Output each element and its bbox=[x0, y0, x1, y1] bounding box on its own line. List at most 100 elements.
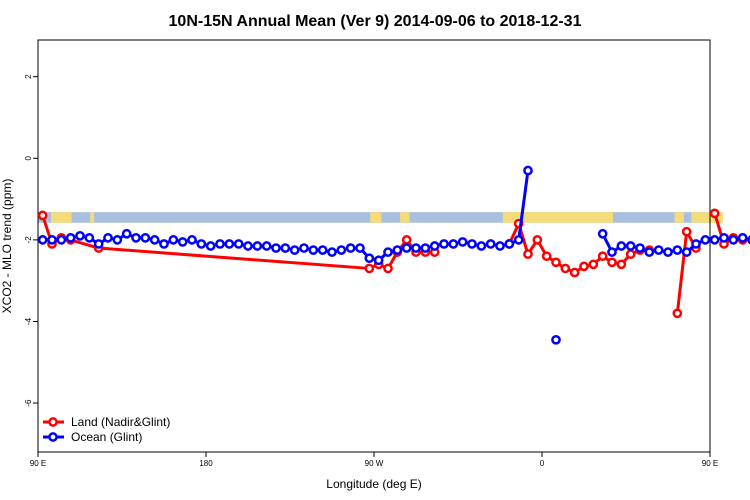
ocean-data-point bbox=[280, 243, 291, 253]
ocean-data-point bbox=[719, 232, 729, 243]
ocean-data-point bbox=[420, 243, 431, 253]
ocean-data-point bbox=[299, 243, 309, 253]
y-tick-label: -6 bbox=[24, 399, 33, 407]
ocean-data-point bbox=[121, 228, 132, 239]
ocean-data-point bbox=[103, 232, 113, 243]
ocean-data-point bbox=[467, 239, 477, 249]
legend-land-label: Land (Nadir&Glint) bbox=[71, 415, 170, 429]
y-tick-label: 2 bbox=[24, 74, 33, 79]
ocean-data-point bbox=[224, 239, 235, 249]
y-tick-label: 0 bbox=[24, 156, 33, 161]
land-data-point bbox=[383, 263, 393, 274]
land-data-point bbox=[569, 267, 580, 278]
ocean-data-point bbox=[261, 241, 272, 251]
ocean-data-point bbox=[663, 247, 673, 257]
ocean-data-point bbox=[625, 241, 636, 251]
ocean-data-point bbox=[401, 243, 412, 253]
x-tick-label: 90 W bbox=[365, 459, 384, 468]
land-data-point bbox=[616, 259, 627, 270]
ocean-data-point bbox=[448, 239, 459, 249]
ocean-data-point bbox=[56, 235, 67, 245]
land-data-point bbox=[401, 235, 412, 245]
ocean-data-point bbox=[392, 245, 403, 255]
ocean-data-point bbox=[75, 230, 85, 241]
y-tick-label: -2 bbox=[24, 236, 33, 244]
ocean-data-point bbox=[327, 247, 337, 257]
x-tick-label: 0 bbox=[540, 459, 545, 468]
series-land bbox=[37, 208, 748, 319]
ocean-data-point bbox=[252, 241, 263, 251]
land-data-point bbox=[625, 249, 636, 260]
legend-land-marker bbox=[48, 417, 58, 427]
ocean-data-point bbox=[457, 237, 468, 247]
y-axis: 2 0 -2 -4 -6 bbox=[24, 74, 38, 407]
ocean-data-point bbox=[691, 239, 701, 249]
ocean-data-point bbox=[737, 232, 748, 243]
y-tick-label: -4 bbox=[24, 317, 33, 325]
land-data-point bbox=[597, 251, 608, 262]
land-mask-span bbox=[51, 212, 72, 223]
ocean-data-point bbox=[597, 228, 608, 239]
ocean-data-point bbox=[439, 239, 449, 249]
ocean-data-point bbox=[168, 235, 179, 245]
ocean-data-point bbox=[140, 232, 151, 243]
ocean-data-point bbox=[709, 235, 720, 245]
land-data-point bbox=[579, 261, 589, 272]
legend-ocean-marker bbox=[48, 432, 58, 442]
ocean-data-point bbox=[513, 235, 524, 245]
land-data-point bbox=[607, 257, 617, 268]
land-data-point bbox=[672, 308, 683, 319]
ocean-data-point bbox=[345, 243, 356, 253]
land-data-point bbox=[681, 226, 692, 237]
ocean-data-point bbox=[728, 235, 739, 245]
ocean-data-point bbox=[289, 245, 300, 255]
land-data-point bbox=[541, 251, 552, 262]
ocean-data-point bbox=[196, 239, 207, 249]
ocean-data-point bbox=[429, 241, 440, 251]
ocean-data-point bbox=[364, 253, 375, 264]
ocean-data-point bbox=[495, 241, 505, 251]
x-axis-label: Longitude (deg E) bbox=[326, 477, 421, 491]
ocean-data-point bbox=[159, 239, 169, 249]
land-mask-span bbox=[90, 212, 94, 223]
land-data-point bbox=[709, 208, 720, 219]
land-mask-span bbox=[400, 212, 410, 223]
ocean-data-point bbox=[504, 239, 515, 249]
land-data-point bbox=[532, 235, 543, 245]
ocean-data-point bbox=[131, 232, 141, 243]
ocean-data-point bbox=[551, 334, 561, 345]
ocean-data-point bbox=[37, 235, 48, 245]
ocean-data-point bbox=[317, 245, 328, 255]
x-axis: 90 E 180 90 W 0 90 E bbox=[30, 452, 718, 468]
ocean-data-point bbox=[672, 245, 683, 255]
ocean-data-point bbox=[271, 243, 281, 253]
ocean-data-point bbox=[243, 241, 253, 251]
ocean-data-point bbox=[681, 247, 692, 257]
ocean-data-point bbox=[523, 165, 533, 176]
ocean-data-point bbox=[215, 239, 225, 249]
land-data-point bbox=[588, 259, 599, 270]
ocean-data-point bbox=[383, 247, 393, 257]
ocean-data-point bbox=[112, 235, 123, 245]
ocean-data-point bbox=[336, 245, 347, 255]
chart-title: 10N-15N Annual Mean (Ver 9) 2014-09-06 t… bbox=[169, 13, 582, 30]
land-mask-strip bbox=[38, 212, 724, 223]
ocean-data-point bbox=[177, 237, 188, 247]
ocean-data-point bbox=[644, 247, 655, 257]
x-tick-label: 180 bbox=[199, 459, 213, 468]
ocean-data-point bbox=[149, 235, 160, 245]
x-tick-label: 90 E bbox=[30, 459, 46, 468]
ocean-data-point bbox=[700, 235, 711, 245]
land-data-point bbox=[560, 263, 571, 274]
ocean-data-point bbox=[93, 239, 104, 249]
land-mask-span bbox=[691, 212, 724, 223]
ocean-data-point bbox=[635, 243, 645, 253]
land-mask-span bbox=[502, 212, 613, 223]
series-layer bbox=[37, 165, 750, 345]
legend: Land (Nadir&Glint) Ocean (Glint) bbox=[43, 415, 170, 444]
ocean-data-point bbox=[485, 239, 496, 249]
ocean-data-point bbox=[411, 243, 421, 253]
ocean-data-point bbox=[607, 247, 617, 257]
ocean-data-point bbox=[187, 235, 197, 245]
